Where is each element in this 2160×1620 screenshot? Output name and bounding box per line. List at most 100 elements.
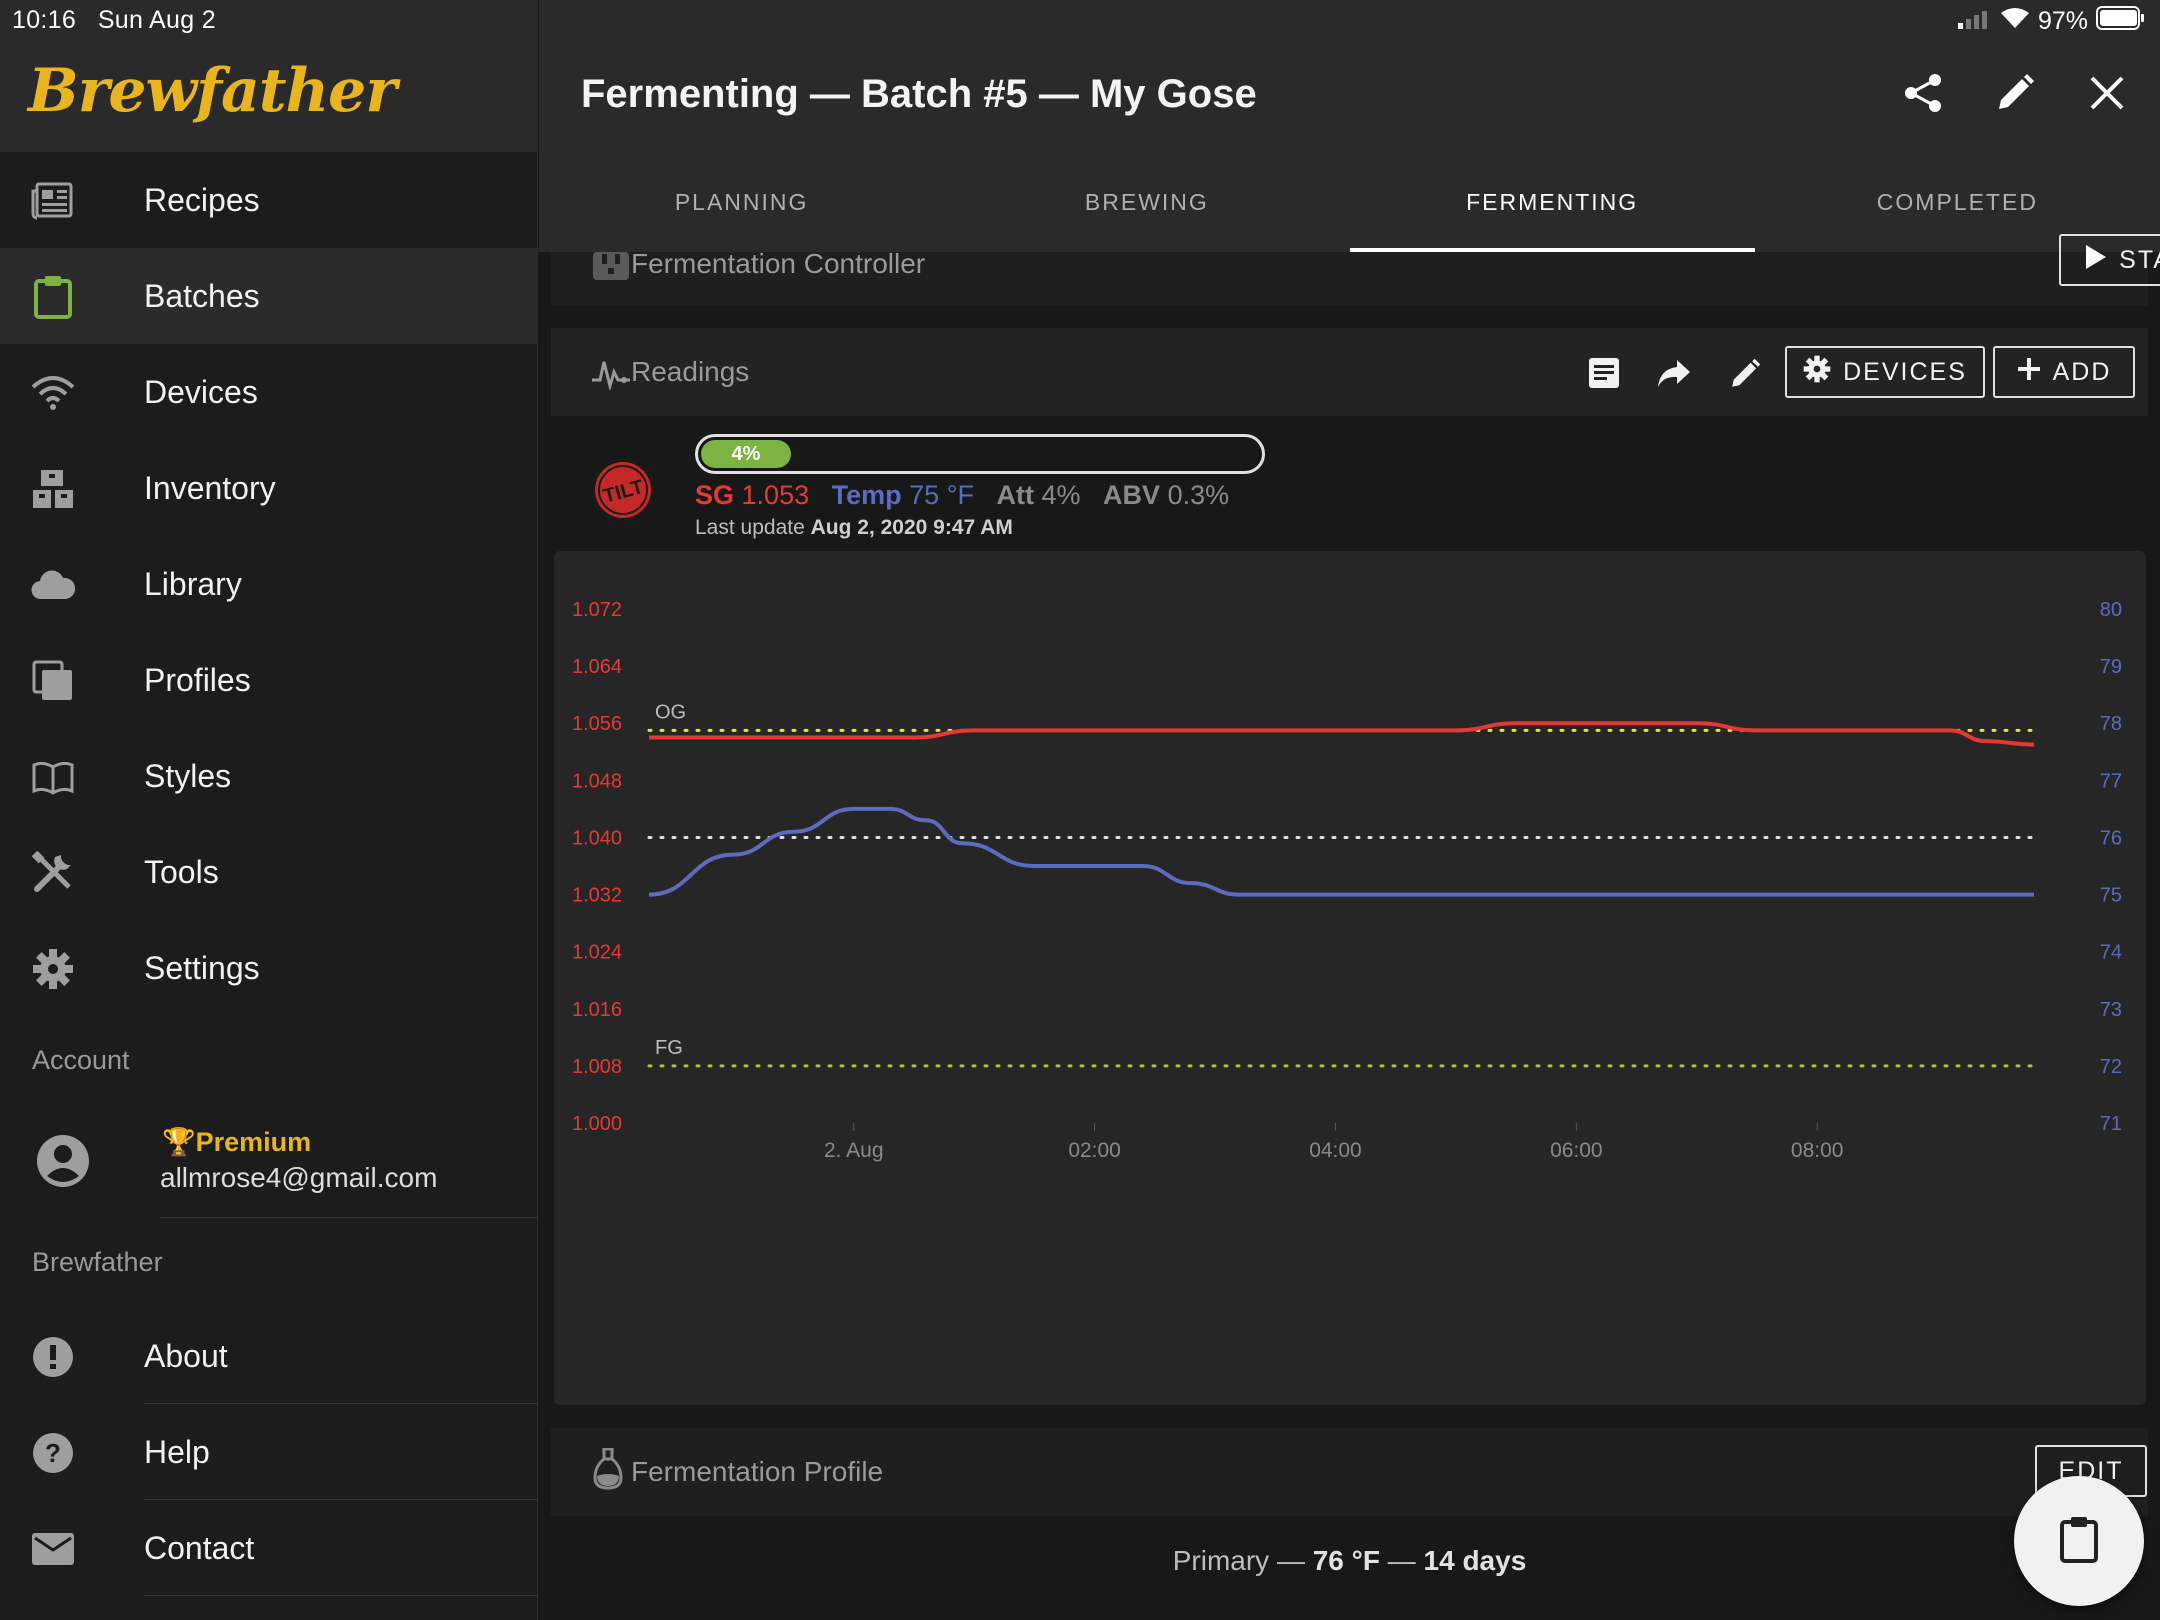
y-left-tick-label: 1.008 [572,1056,622,1078]
divider [144,1403,538,1404]
forward-icon[interactable] [1657,360,1691,393]
readings-title: Readings [631,356,750,387]
sidebar-item-label: Contact [144,1529,255,1566]
tab-brewing[interactable]: BREWING [1084,188,1209,215]
outlet-icon [593,252,629,285]
divider [144,1595,538,1596]
y-right-tick-label: 76 [2100,827,2122,849]
sidebar-item-devices[interactable]: Devices [0,344,538,440]
devices-button[interactable]: DEVICES [1785,346,1985,398]
y-right-tick-label: 71 [2100,1113,2122,1135]
sidebar-item-label: Help [144,1433,210,1470]
sidebar-bottom-nav: About ? Help Contact [0,1308,538,1596]
sidebar-header: 10:16 Sun Aug 2 Brewfather [0,0,538,152]
account-section-label: Account [32,1045,130,1075]
sidebar-item-label: Recipes [144,181,260,218]
x-tick-label: 08:00 [1791,1139,1844,1162]
sidebar-item-settings[interactable]: Settings [0,920,538,1016]
temp-series-line [648,806,2034,897]
cellular-icon [1957,7,1992,36]
sidebar-item-batches[interactable]: Batches [0,248,538,344]
y-left-tick-label: 1.048 [572,770,622,792]
last-update-value: Aug 2, 2020 9:47 AM [810,516,1013,539]
tab-planning[interactable]: PLANNING [674,188,809,215]
reading-values: SG 1.053 Temp 75 °F Att 4% ABV 0.3% [695,480,1229,511]
sidebar-item-label: Inventory [144,469,276,506]
y-right-tick-label: 75 [2100,885,2122,907]
brewfather-section-label: Brewfather [32,1247,163,1277]
top-app-bar: 97% Fermenting — Batch #5 — My Gose [539,0,2160,152]
sidebar-item-label: Library [144,565,242,602]
sg-label: SG [695,480,735,510]
readings-chart[interactable]: 1.072 1.064 1.056 1.048 1.040 1.032 1.024 1.016… [554,551,2146,1405]
device-summary: TILT 4% SG 1.053 Temp 75 °F Att 4% ABV 0… [539,420,2160,550]
att-value: 4% [1041,480,1081,510]
pencil-icon[interactable] [1729,358,1761,395]
gear-icon [1803,355,1831,390]
x-tick-label: 06:00 [1550,1139,1603,1162]
step-name: Primary [1172,1545,1270,1576]
sidebar-item-tools[interactable]: Tools [0,824,538,920]
sidebar-item-recipes[interactable]: Recipes [0,152,538,248]
clipboard-fab[interactable] [2014,1476,2144,1606]
sidebar-item-label: Settings [144,949,260,986]
reference-line-label: OG [655,701,686,723]
close-icon[interactable] [2084,70,2130,116]
y-left-tick-label: 1.072 [572,599,622,621]
account-info[interactable]: 🏆Premium allmrose4@gmail.com [0,1110,538,1218]
copy-icon [30,658,76,704]
fermentation-profile-card: Fermentation Profile EDIT [551,1428,2148,1516]
flask-icon [593,1447,623,1495]
start-button[interactable]: START [2059,234,2160,286]
sg-value: 1.053 [741,480,810,510]
y-left-tick-label: 1.056 [572,713,622,735]
y-left-tick-label: 1.064 [572,656,622,678]
sidebar-item-contact[interactable]: Contact [0,1500,538,1596]
fermentation-step: Primary — 76 °F — 14 days [539,1545,2160,1577]
notes-icon[interactable] [1589,358,1619,393]
step-separator: — [1387,1545,1416,1576]
add-button-label: ADD [2052,357,2112,386]
tab-fermenting[interactable]: FERMENTING [1349,152,1756,252]
sidebar-item-help[interactable]: ? Help [0,1404,538,1500]
play-icon [2085,244,2107,276]
plus-icon [2017,357,2041,388]
tab-completed[interactable]: COMPLETED [1876,188,2038,215]
top-actions [1900,70,2130,116]
clipboard-icon [30,274,76,320]
gear-icon [30,946,76,992]
battery-icon [2096,6,2146,37]
fermentation-profile-title: Fermentation Profile [631,1456,884,1487]
newspaper-icon [30,178,76,224]
x-tick-label: 04:00 [1309,1139,1362,1162]
att-label: Att [996,480,1034,510]
reference-line-label: FG [655,1037,683,1059]
share-icon[interactable] [1900,70,1946,116]
y-right-tick-label: 72 [2100,1056,2122,1078]
sidebar-item-library[interactable]: Library [0,536,538,632]
book-icon [30,754,76,800]
sidebar-item-inventory[interactable]: Inventory [0,440,538,536]
help-icon: ? [30,1430,76,1476]
batch-tabs: PLANNING BREWING FERMENTING COMPLETED [539,152,2160,252]
sidebar-nav: Recipes Batches Devices Inventory Librar… [0,152,538,1016]
edit-icon[interactable] [1992,70,2038,116]
status-bar-right: 97% [1957,6,2146,37]
main-content: 97% Fermenting — Batch #5 — My Gose PLAN… [539,0,2160,1620]
abv-value: 0.3% [1167,480,1230,510]
y-right-tick-label: 74 [2100,942,2122,964]
step-temp: 76 °F [1312,1545,1380,1576]
sidebar-item-label: Profiles [144,661,251,698]
divider [144,1499,538,1500]
last-update-label: Last update [695,516,805,539]
step-duration: 14 days [1423,1545,1527,1576]
sidebar-item-label: Styles [144,757,232,794]
add-reading-button[interactable]: ADD [1993,346,2135,398]
tools-icon [30,850,76,896]
svg-text:?: ? [45,1438,61,1468]
sidebar-item-styles[interactable]: Styles [0,728,538,824]
sidebar-item-about[interactable]: About [0,1308,538,1404]
premium-badge: 🏆Premium [162,1127,312,1157]
sidebar-item-profiles[interactable]: Profiles [0,632,538,728]
y-left-tick-label: 1.024 [572,942,622,964]
